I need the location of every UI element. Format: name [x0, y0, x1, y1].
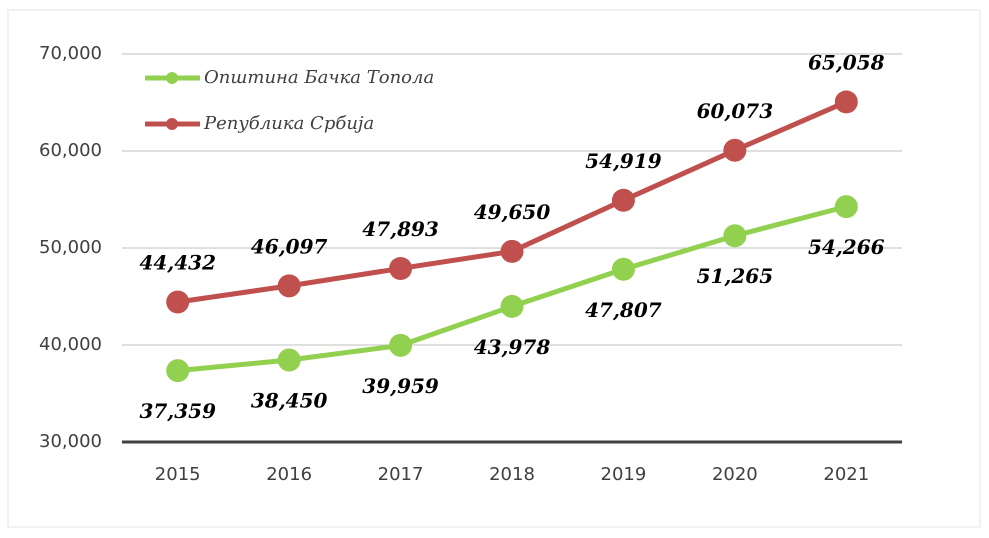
x-tick-label: 2021 [823, 464, 869, 485]
marker [277, 348, 301, 372]
marker [611, 188, 635, 212]
x-tick-label: 2019 [601, 464, 647, 485]
marker [834, 195, 858, 219]
y-tick-label: 50,000 [39, 237, 102, 258]
y-tick-label: 70,000 [39, 43, 102, 64]
data-label: 49,650 [474, 200, 551, 224]
data-label: 60,073 [697, 99, 774, 123]
marker [166, 359, 190, 383]
marker [389, 256, 413, 280]
data-label: 38,450 [251, 389, 328, 413]
x-tick-label: 2017 [378, 464, 424, 485]
marker [500, 239, 524, 263]
data-label: 37,359 [139, 399, 216, 423]
marker [277, 274, 301, 298]
legend-label: Република Србија [203, 113, 374, 134]
data-label: 47,893 [362, 217, 439, 241]
data-label: 47,807 [585, 298, 662, 322]
marker [611, 257, 635, 281]
legend-marker [166, 118, 178, 130]
data-label: 65,058 [808, 50, 885, 74]
y-tick-label: 30,000 [39, 431, 102, 452]
data-label: 54,919 [585, 149, 662, 173]
y-tick-label: 40,000 [39, 334, 102, 355]
x-tick-label: 2016 [266, 464, 312, 485]
marker [166, 290, 190, 314]
legend-marker [166, 72, 178, 84]
data-label: 39,959 [362, 374, 439, 398]
data-label: 43,978 [474, 335, 551, 359]
x-tick-label: 2015 [155, 464, 201, 485]
marker [834, 90, 858, 114]
marker [723, 138, 747, 162]
marker [389, 333, 413, 357]
marker [500, 294, 524, 318]
legend-label: Општина Бачка Топола [204, 67, 434, 88]
marker [723, 224, 747, 248]
data-label: 54,266 [808, 235, 885, 259]
data-label: 51,265 [697, 264, 774, 288]
y-tick-label: 60,000 [39, 140, 102, 161]
x-tick-label: 2018 [489, 464, 535, 485]
data-label: 46,097 [251, 234, 328, 258]
data-label: 44,432 [139, 251, 216, 275]
x-tick-label: 2020 [712, 464, 758, 485]
